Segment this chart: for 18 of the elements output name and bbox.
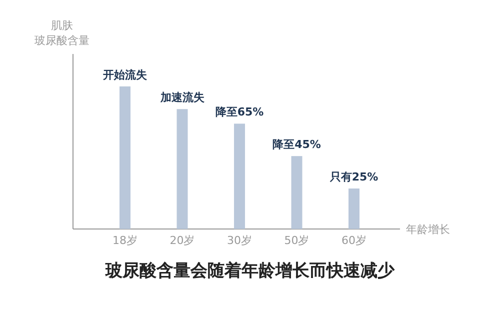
bar — [120, 86, 130, 229]
x-tick-label: 50岁 — [284, 234, 310, 247]
x-tick-label: 20岁 — [170, 234, 195, 247]
data-label: 降至65% — [215, 106, 264, 119]
bar — [176, 109, 188, 229]
data-label: 加速流失 — [159, 91, 206, 104]
y-axis-title: 肌肤玻尿酸含量 — [34, 19, 90, 47]
x-axis-title: 年龄增长 — [406, 223, 450, 236]
x-tick-label: 30岁 — [227, 234, 252, 247]
bar — [291, 156, 302, 229]
data-label: 只有25% — [328, 170, 378, 184]
x-tick-label: 60岁 — [342, 234, 366, 247]
bar — [234, 124, 245, 229]
data-label: 降至45% — [272, 138, 321, 152]
bar — [348, 188, 360, 229]
x-tick-label: 18岁 — [112, 234, 138, 247]
data-label: 开始流失 — [102, 68, 148, 82]
text: 玻尿酸含量会随着年龄增长而快速减少 — [104, 261, 396, 281]
